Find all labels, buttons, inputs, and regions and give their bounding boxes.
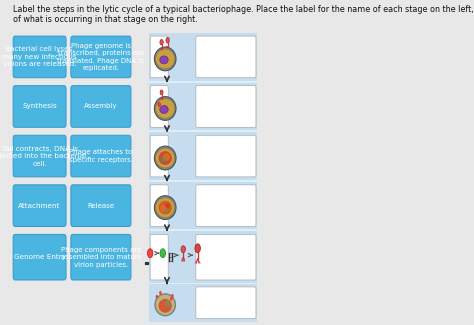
Bar (149, 33, 257, 81)
FancyBboxPatch shape (196, 86, 256, 127)
FancyBboxPatch shape (150, 36, 168, 78)
Ellipse shape (159, 151, 172, 165)
FancyBboxPatch shape (150, 185, 168, 227)
Bar (149, 81, 257, 83)
Text: Phage attaches to
specific receptors.: Phage attaches to specific receptors. (69, 149, 133, 163)
Ellipse shape (195, 244, 201, 253)
Bar (149, 284, 257, 322)
Text: Tail contracts, DNA is
injected into the bacterial
cell.: Tail contracts, DNA is injected into the… (0, 146, 86, 166)
FancyBboxPatch shape (13, 135, 66, 177)
FancyBboxPatch shape (196, 36, 256, 78)
Ellipse shape (155, 47, 176, 71)
Text: of what is occurring in that stage on the right.: of what is occurring in that stage on th… (13, 15, 198, 24)
Text: Label the steps in the lytic cycle of a typical bacteriophage. Place the label f: Label the steps in the lytic cycle of a … (13, 5, 474, 14)
Ellipse shape (159, 291, 162, 295)
Ellipse shape (155, 49, 175, 69)
Ellipse shape (155, 198, 175, 217)
Text: Synthesis: Synthesis (22, 103, 57, 110)
Ellipse shape (164, 301, 171, 307)
Ellipse shape (161, 158, 166, 162)
Text: Attachment: Attachment (18, 202, 61, 209)
Bar (149, 229, 257, 231)
FancyBboxPatch shape (150, 234, 168, 280)
Text: Release: Release (87, 202, 114, 209)
Ellipse shape (160, 303, 167, 311)
FancyBboxPatch shape (13, 234, 66, 280)
FancyBboxPatch shape (71, 36, 131, 78)
Ellipse shape (160, 205, 166, 212)
Ellipse shape (147, 249, 153, 258)
Ellipse shape (170, 297, 173, 301)
FancyBboxPatch shape (150, 86, 168, 127)
Ellipse shape (159, 201, 172, 215)
Ellipse shape (158, 102, 160, 107)
Ellipse shape (160, 39, 163, 45)
Text: Phage components are
assembled into mature
virion particles.: Phage components are assembled into matu… (61, 247, 141, 268)
Ellipse shape (155, 97, 176, 120)
FancyBboxPatch shape (150, 135, 168, 177)
FancyBboxPatch shape (196, 234, 256, 280)
Text: Genome Entry: Genome Entry (14, 254, 65, 260)
FancyBboxPatch shape (196, 185, 256, 227)
Ellipse shape (160, 249, 165, 258)
Text: Assembly: Assembly (84, 103, 118, 110)
Bar (149, 182, 257, 229)
FancyBboxPatch shape (71, 185, 131, 227)
Bar (149, 132, 257, 180)
Ellipse shape (163, 153, 170, 161)
FancyBboxPatch shape (71, 234, 131, 280)
FancyBboxPatch shape (71, 86, 131, 127)
Bar (149, 231, 257, 283)
Ellipse shape (181, 246, 185, 253)
Ellipse shape (155, 196, 176, 219)
Bar (149, 180, 257, 182)
Ellipse shape (160, 90, 163, 95)
Bar (149, 130, 257, 132)
Ellipse shape (155, 295, 158, 299)
FancyBboxPatch shape (196, 135, 256, 177)
FancyBboxPatch shape (13, 36, 66, 78)
Ellipse shape (155, 148, 175, 168)
Ellipse shape (165, 203, 170, 208)
Ellipse shape (155, 294, 175, 316)
Bar (149, 283, 257, 284)
Text: Phage genome is
transcribed, proteins are
translated. Phage DNA is
replicated.: Phage genome is transcribed, proteins ar… (57, 43, 145, 71)
Ellipse shape (164, 209, 168, 213)
Ellipse shape (166, 37, 169, 43)
Ellipse shape (159, 299, 172, 313)
Ellipse shape (160, 56, 168, 64)
FancyBboxPatch shape (71, 135, 131, 177)
FancyBboxPatch shape (13, 185, 66, 227)
Text: Bacterial cell lyses,
many new infectious
virions are released.: Bacterial cell lyses, many new infectiou… (2, 46, 77, 67)
Ellipse shape (155, 98, 175, 118)
FancyBboxPatch shape (196, 287, 256, 318)
Ellipse shape (171, 294, 173, 298)
Ellipse shape (155, 146, 176, 170)
Ellipse shape (160, 106, 168, 113)
Bar (149, 83, 257, 130)
FancyBboxPatch shape (13, 86, 66, 127)
